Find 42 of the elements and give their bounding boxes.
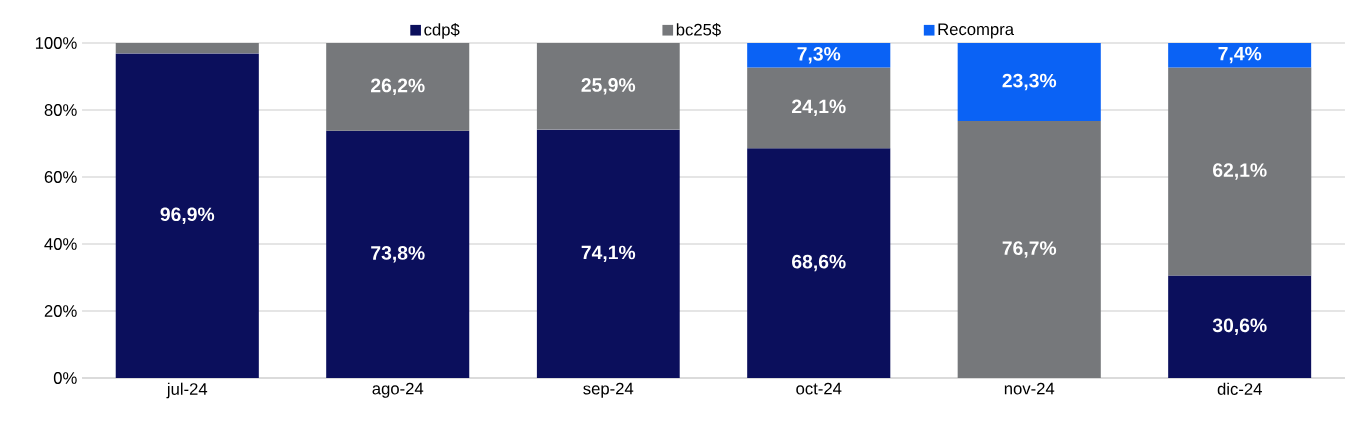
x-tick-label: dic-24 [1217, 382, 1262, 395]
bar [1168, 275, 1312, 378]
data-label: 26,2% [371, 78, 425, 96]
data-label: 73,8% [371, 246, 425, 263]
data-label: 7,4% [1218, 46, 1262, 64]
x-tick-label: nov-24 [1004, 382, 1055, 395]
bar [747, 148, 891, 378]
data-label: 23,3% [1002, 73, 1057, 91]
legend-label: cdp$ [424, 23, 460, 39]
bar [957, 121, 1101, 378]
legend-label: Recompra [938, 23, 1015, 39]
bar [115, 53, 259, 378]
y-tick-label: 80% [44, 104, 77, 116]
x-tick-label: oct-24 [796, 382, 842, 395]
data-label: 68,6% [792, 254, 846, 272]
bar [1168, 42, 1312, 68]
x-tick-label: jul-24 [166, 382, 208, 399]
data-label: 30,6% [1212, 318, 1267, 335]
bar [1168, 67, 1312, 276]
data-label: 96,9% [160, 207, 215, 224]
bar [326, 130, 470, 378]
data-label: 25,9% [581, 78, 636, 95]
bar [536, 129, 680, 378]
bar [115, 42, 259, 54]
x-tick-label: sep-24 [583, 382, 634, 398]
data-label: 7,3% [797, 46, 841, 64]
y-tick-label: 40% [44, 238, 77, 250]
bar [957, 42, 1101, 122]
y-tick-label: 0% [53, 372, 77, 384]
y-tick-label: 60% [44, 171, 77, 183]
data-label: 24,1% [792, 99, 846, 117]
bar [747, 67, 891, 149]
bar [326, 42, 470, 131]
x-tick-label: ago-24 [372, 382, 424, 398]
y-tick-label: 20% [44, 305, 77, 317]
y-tick-label: 100% [35, 37, 77, 49]
data-label: 62,1% [1213, 163, 1267, 180]
data-label: 76,7% [1002, 241, 1057, 258]
bar [536, 42, 680, 130]
legend-label: bc25$ [676, 23, 721, 37]
bar [747, 42, 891, 68]
data-label: 74,1% [581, 245, 636, 263]
